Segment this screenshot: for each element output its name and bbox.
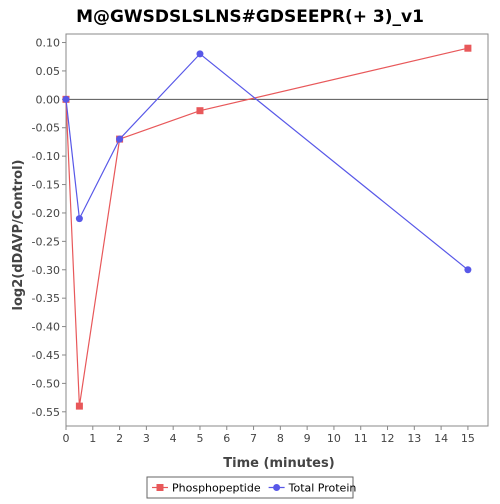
legend-marker	[156, 484, 164, 491]
x-tick-label: 8	[277, 432, 284, 445]
x-tick-label: 12	[381, 432, 395, 445]
x-tick-label: 10	[327, 432, 341, 445]
y-tick-label: -0.30	[32, 264, 60, 277]
x-tick-label: 7	[250, 432, 257, 445]
data-point	[464, 44, 472, 52]
y-tick-label: -0.35	[32, 292, 60, 305]
y-tick-label: -0.25	[32, 235, 60, 248]
data-point	[196, 50, 204, 58]
legend-marker	[273, 484, 281, 491]
x-tick-label: 2	[116, 432, 123, 445]
chart-title: M@GWSDSLSLNS#GDSEEPR(+ 3)_v1	[76, 7, 424, 27]
data-point	[196, 107, 204, 115]
y-tick-label: 0.00	[36, 93, 61, 106]
x-axis-label: Time (minutes)	[223, 456, 334, 471]
x-tick-label: 3	[143, 432, 150, 445]
y-tick-label: 0.05	[36, 65, 61, 78]
y-tick-label: -0.20	[32, 207, 60, 220]
plot-area: 0.10 0.05 0.00 -0.05 -0.10 -0.15 -0.20 -0.25 -0.…	[32, 33, 489, 445]
y-tick-label: -0.50	[32, 377, 60, 390]
x-tick-label: 5	[196, 432, 203, 445]
x-tick-label: 14	[434, 432, 448, 445]
x-tick-label: 9	[304, 432, 311, 445]
x-tick-label: 15	[461, 432, 475, 445]
data-point	[62, 95, 70, 103]
y-tick-label: -0.05	[32, 122, 60, 135]
legend-label-1: Total Protein	[288, 482, 357, 495]
y-tick-label: 0.10	[36, 37, 61, 50]
y-axis-label: log2(dDAVP/Control)	[11, 160, 26, 311]
x-tick-label: 11	[354, 432, 368, 445]
y-tick-label: -0.45	[32, 349, 60, 362]
x-tick-label: 13	[407, 432, 421, 445]
legend-label-0: Phosphopeptide	[172, 482, 261, 495]
x-tick-label: 4	[170, 432, 177, 445]
legend: Phosphopeptide Total Protein	[146, 476, 357, 499]
x-tick-label: 1	[89, 432, 96, 445]
data-point	[75, 402, 83, 410]
y-tick-label: -0.40	[32, 321, 60, 334]
data-point	[75, 215, 83, 223]
x-tick-label: 6	[223, 432, 230, 445]
data-point	[116, 135, 124, 143]
y-tick-label: -0.55	[32, 406, 60, 419]
y-tick-label: -0.10	[32, 150, 60, 163]
x-tick-label: 0	[63, 432, 70, 445]
legend-box	[146, 476, 354, 499]
y-tick-label: -0.15	[32, 179, 60, 192]
data-point	[464, 266, 472, 274]
